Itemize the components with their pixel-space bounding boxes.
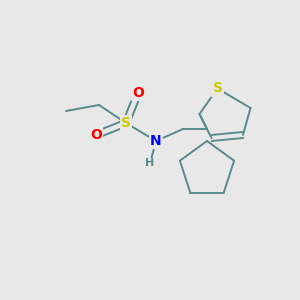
Text: N: N [150,134,162,148]
Text: O: O [132,86,144,100]
Text: H: H [146,158,154,169]
Text: S: S [212,82,223,95]
Text: O: O [90,128,102,142]
Text: S: S [121,116,131,130]
